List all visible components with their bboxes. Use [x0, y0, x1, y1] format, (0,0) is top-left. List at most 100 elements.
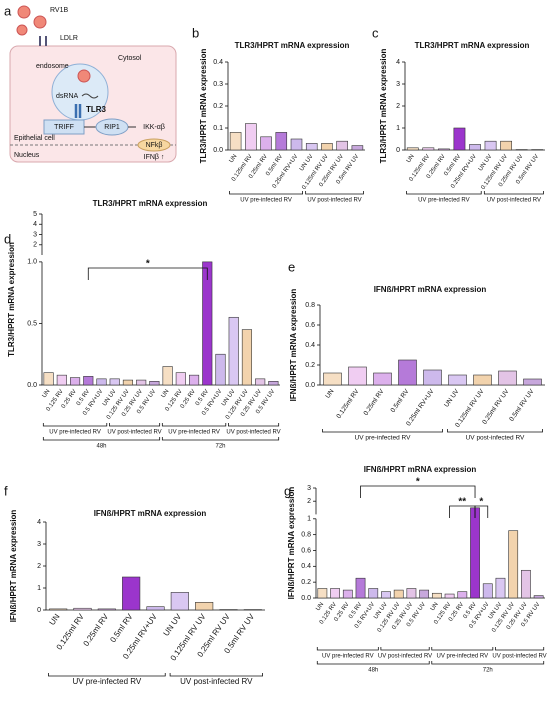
- bar: [469, 144, 481, 151]
- period-label: 48h: [96, 444, 106, 450]
- label: IKK-αβ: [143, 124, 165, 131]
- axis-line: [45, 522, 265, 611]
- x-tick-label: 0.25ml RV: [81, 612, 110, 648]
- rna-icon: [81, 93, 99, 99]
- significance-bracket: [87, 267, 208, 280]
- significance-label: *: [146, 259, 150, 270]
- panel-letter: b: [192, 25, 199, 40]
- bar: [136, 379, 147, 386]
- bar: [406, 588, 417, 599]
- virus-icon: [17, 5, 31, 19]
- chart-title: IFNß/HPRT mRNA expression: [374, 285, 487, 294]
- bar: [73, 607, 92, 611]
- y-tick-label: 3: [33, 231, 37, 238]
- y-tick-label: 0.2: [301, 579, 311, 586]
- significance-bracket: [360, 485, 476, 498]
- y-tick-label: 2: [396, 103, 400, 110]
- x-tick-label: 0.25ml RV UV: [481, 388, 511, 426]
- bar: [146, 606, 165, 611]
- chart-title: IFNß/HPRT mRNA expression: [94, 509, 207, 518]
- y-tick-label: 2: [307, 498, 311, 505]
- label: Nucleus: [14, 152, 40, 159]
- group-label-line: [447, 429, 543, 433]
- y-tick-label: 0.2: [305, 362, 315, 369]
- y-tick-label: 0.6: [305, 322, 315, 329]
- x-tick-label: UN: [48, 612, 62, 627]
- bar: [149, 381, 160, 386]
- bar: [381, 591, 391, 599]
- label: TRIFF: [54, 124, 74, 131]
- bar: [336, 140, 348, 151]
- tlr3-icon: [74, 104, 82, 118]
- bar: [398, 359, 417, 386]
- bar: [482, 583, 493, 599]
- x-tick-label: UN: [42, 389, 52, 400]
- group-label-line: [109, 423, 161, 427]
- bar: [508, 530, 519, 599]
- group-label-line: [228, 423, 280, 427]
- group-label: UV post-infected RV: [487, 198, 541, 204]
- bar: [484, 140, 497, 151]
- x-tick-label: UN UV: [162, 612, 184, 638]
- y-tick-label: 0.4: [301, 563, 311, 570]
- x-tick-label: 0.5ml RV: [108, 612, 135, 645]
- y-tick-label: 3: [37, 541, 41, 548]
- y-tick-label: 0.8: [305, 302, 315, 309]
- significance-bracket: [474, 505, 489, 518]
- bar: [109, 378, 120, 386]
- significance-label: *: [416, 477, 420, 488]
- group-label: UV post-infected RV: [307, 198, 361, 204]
- group-label: UV pre-infected RV: [72, 677, 141, 686]
- x-tick-label: UN: [315, 602, 325, 613]
- bar: [43, 372, 54, 386]
- x-tick-label: UN: [229, 154, 239, 165]
- label: LDLR: [60, 35, 78, 42]
- bar: [229, 132, 242, 151]
- group-label-line: [380, 647, 430, 651]
- bar: [533, 595, 544, 599]
- y-tick-label: 0.0: [305, 382, 315, 389]
- diagram: a RV1B LDLR Cytosol endosome dsRNA TLR3 …: [4, 3, 177, 163]
- group-label: UV post-infected RV: [226, 430, 280, 436]
- y-tick-label: 5: [33, 211, 37, 218]
- bar: [97, 608, 116, 611]
- label: Cytosol: [118, 55, 142, 62]
- y-tick-label: 4: [33, 221, 37, 228]
- bar: [268, 381, 279, 386]
- x-tick-label: 0.5ml RV UV: [508, 388, 536, 423]
- x-tick-label: 0.25ml RV: [362, 388, 385, 417]
- bar: [175, 372, 186, 386]
- y-tick-label: 3: [307, 485, 311, 492]
- label: Epithelial cell: [14, 135, 55, 142]
- y-axis-label: TLR3/HPRT mRNA expression: [199, 48, 208, 163]
- group-label: UV pre-infected RV: [49, 430, 101, 436]
- bar: [321, 143, 333, 151]
- bar: [323, 372, 342, 386]
- group-label-line: [494, 647, 545, 651]
- x-tick-label: 0.25ml RV+UV: [405, 388, 436, 428]
- receptor-icon: [39, 36, 47, 46]
- label: TLR3: [86, 105, 107, 114]
- x-tick-label: UN: [324, 388, 335, 400]
- bar: [69, 377, 81, 386]
- y-axis-label: IFNß/HPRT mRNA expression: [287, 487, 296, 600]
- y-tick-label: 0.0: [213, 147, 223, 154]
- chart-title: TLR3/HPRT mRNA expression: [93, 199, 208, 208]
- bar: [305, 143, 318, 151]
- y-tick-label: 2: [33, 242, 37, 249]
- y-axis-label: TLR3/HPRT mRNA expression: [7, 242, 16, 357]
- period-label-line: [431, 661, 545, 665]
- bar: [215, 353, 226, 386]
- y-tick-label: 0: [37, 607, 41, 614]
- panel-letter: a: [4, 3, 12, 18]
- x-tick-label: 0.125ml RV: [335, 388, 361, 420]
- period-label-line: [161, 437, 280, 441]
- y-tick-label: 0.1: [213, 125, 223, 132]
- group-label: UV pre-infected RV: [322, 654, 374, 660]
- group-label: UV post-infected RV: [107, 430, 161, 436]
- bar: [457, 591, 468, 599]
- y-tick-label: 1: [307, 516, 311, 523]
- y-tick-label: 0.8: [301, 531, 311, 538]
- x-tick-label: UN: [161, 389, 171, 400]
